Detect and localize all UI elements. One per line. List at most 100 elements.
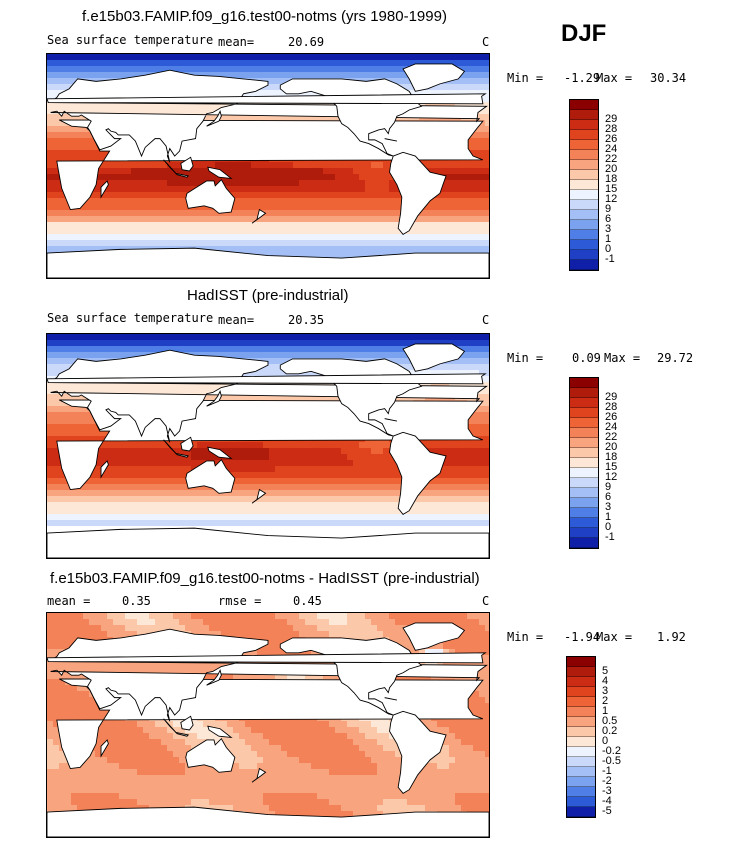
field-cell	[221, 228, 227, 234]
field-cell	[419, 334, 425, 340]
field-cell	[65, 418, 71, 424]
field-cell	[209, 54, 215, 60]
field-cell	[431, 60, 437, 66]
field-cell	[137, 484, 143, 490]
field-cell	[383, 478, 389, 484]
field-cell	[311, 54, 317, 60]
field-cell	[371, 234, 377, 240]
field-cell	[365, 496, 371, 502]
field-cell	[107, 234, 113, 240]
field-cell	[287, 186, 293, 192]
field-cell	[359, 460, 365, 466]
field-cell	[83, 156, 89, 162]
field-cell	[257, 340, 263, 346]
field-cell	[155, 228, 161, 234]
field-cell	[59, 346, 65, 352]
panel-2-mean-label: mean=	[218, 313, 255, 327]
field-cell	[425, 222, 431, 228]
field-cell	[101, 150, 107, 156]
field-cell	[137, 204, 143, 210]
field-cell	[71, 216, 77, 222]
field-cell	[455, 478, 461, 484]
field-cell	[65, 382, 71, 388]
field-cell	[77, 246, 83, 252]
field-cell	[239, 180, 245, 186]
field-cell	[443, 168, 449, 174]
field-cell	[479, 472, 485, 478]
field-cell	[245, 352, 251, 358]
field-cell	[203, 334, 209, 340]
field-cell	[137, 192, 143, 198]
field-cell	[365, 484, 371, 490]
field-cell	[47, 490, 53, 496]
field-cell	[323, 234, 329, 240]
field-cell	[365, 340, 371, 346]
field-cell	[263, 216, 269, 222]
field-cell	[347, 234, 353, 240]
field-cell	[353, 334, 359, 340]
field-cell	[401, 84, 407, 90]
field-cell	[131, 168, 137, 174]
field-cell	[449, 204, 455, 210]
field-cell	[233, 228, 239, 234]
field-cell	[107, 334, 113, 340]
field-cell	[287, 502, 293, 508]
field-cell	[299, 340, 305, 346]
field-cell	[287, 174, 293, 180]
field-cell	[227, 210, 233, 216]
field-cell	[329, 442, 335, 448]
field-cell	[197, 388, 203, 394]
field-cell	[323, 448, 329, 454]
field-cell	[335, 240, 341, 246]
field-cell	[383, 490, 389, 496]
field-cell	[437, 192, 443, 198]
field-cell	[173, 174, 179, 180]
field-cell	[197, 334, 203, 340]
field-cell	[137, 352, 143, 358]
field-cell	[179, 180, 185, 186]
field-cell	[353, 210, 359, 216]
field-cell	[251, 174, 257, 180]
field-cell	[203, 496, 209, 502]
field-cell	[59, 394, 65, 400]
field-cell	[311, 246, 317, 252]
field-cell	[479, 204, 485, 210]
field-cell	[71, 150, 77, 156]
field-cell	[251, 496, 257, 502]
field-cell	[275, 168, 281, 174]
field-cell	[317, 394, 323, 400]
field-cell	[155, 60, 161, 66]
field-cell	[65, 144, 71, 150]
field-cell	[137, 240, 143, 246]
field-cell	[407, 60, 413, 66]
field-cell	[257, 334, 263, 340]
field-cell	[239, 168, 245, 174]
field-cell	[95, 240, 101, 246]
field-cell	[143, 484, 149, 490]
field-cell	[281, 210, 287, 216]
field-cell	[83, 102, 89, 108]
field-cell	[395, 478, 401, 484]
field-cell	[467, 54, 473, 60]
field-cell	[389, 78, 395, 84]
field-cell	[311, 66, 317, 72]
field-cell	[53, 472, 59, 478]
field-cell	[329, 222, 335, 228]
field-cell	[377, 228, 383, 234]
field-cell	[461, 210, 467, 216]
field-cell	[341, 186, 347, 192]
field-cell	[233, 168, 239, 174]
field-cell	[101, 66, 107, 72]
field-cell	[341, 228, 347, 234]
field-cell	[269, 352, 275, 358]
field-cell	[437, 472, 443, 478]
field-cell	[47, 156, 53, 162]
field-cell	[431, 364, 437, 370]
field-cell	[383, 352, 389, 358]
field-cell	[71, 156, 77, 162]
field-cell	[263, 246, 269, 252]
colorbar-swatch	[570, 180, 598, 190]
field-cell	[263, 192, 269, 198]
field-cell	[113, 186, 119, 192]
field-cell	[299, 222, 305, 228]
